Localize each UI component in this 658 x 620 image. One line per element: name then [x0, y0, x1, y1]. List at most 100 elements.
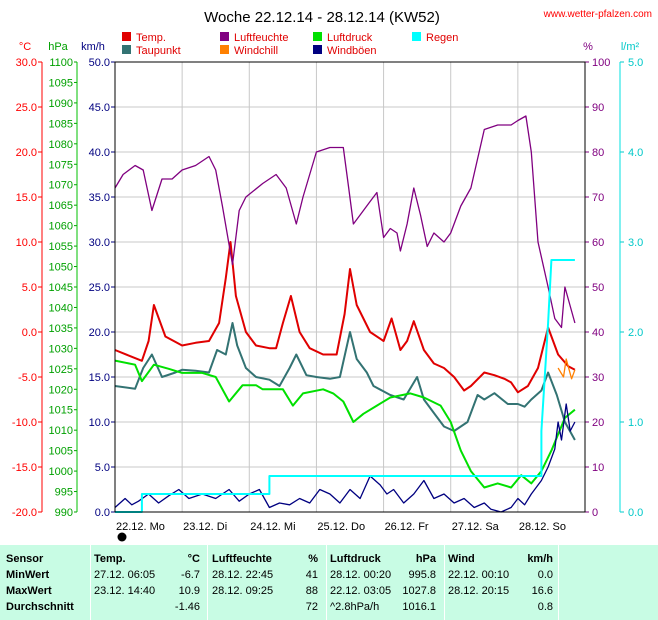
table-divider [90, 545, 91, 620]
axis-tick-label: 10.0 [16, 237, 37, 249]
x-tick-label: 24.12. Mi [250, 521, 295, 533]
table-row-label: Durchschnitt [6, 601, 74, 613]
table-header: km/h [527, 553, 553, 565]
table-header: Sensor [6, 553, 44, 565]
table-cell: 41 [305, 569, 318, 581]
table-cell: 28.12. 22:45 [212, 569, 274, 581]
site-link[interactable]: www.wetter-pfalzen.com [543, 9, 652, 20]
axis-tick-label: 1090 [49, 98, 73, 110]
legend-label: Temp. [136, 32, 166, 44]
axis-tick-label: 0.0 [22, 327, 37, 339]
series-line [115, 259, 575, 513]
table-cell: 1027.8 [402, 585, 436, 597]
table-header: Luftfeuchte [212, 553, 272, 565]
axis-tick-label: 5.0 [628, 57, 643, 69]
table-cell: 0.0 [537, 569, 553, 581]
chart-background [0, 0, 658, 545]
table-divider [558, 545, 559, 620]
axis-tick-label: 1000 [49, 466, 73, 478]
axis-tick-label: 30.0 [89, 237, 110, 249]
axis-tick-label: 1085 [49, 118, 73, 130]
axis-unit-label: hPa [48, 41, 68, 53]
axis-tick-label: 10 [592, 462, 604, 474]
legend-label: Taupunkt [136, 45, 181, 57]
legend-swatch [220, 45, 229, 54]
series-line [114, 322, 576, 441]
axes: °C hPa km/h% l/m² 30.0 25.0 20.0 15.0 10.0 5.0 0.0… [12, 41, 643, 542]
axis-tick-label: 1095 [49, 77, 73, 89]
axis-tick-label: 90 [592, 102, 604, 114]
axis-tick-label: 40.0 [89, 147, 110, 159]
axis-tick-label: 995 [55, 487, 73, 499]
series-line [114, 115, 576, 329]
axis-tick-label: 1100 [49, 57, 73, 69]
series-line [557, 358, 576, 380]
axis-tick-label: 30.0 [16, 57, 37, 69]
table-cell: 28.12. 20:15 [448, 585, 510, 597]
table-cell: 88 [305, 585, 318, 597]
plot-frame [114, 61, 586, 513]
axis-tick-label: 1080 [49, 139, 73, 151]
table-divider [444, 545, 445, 620]
table-header: Temp. [94, 553, 126, 565]
table-cell: -1.46 [174, 601, 200, 613]
table-cell: 72 [305, 601, 318, 613]
axis-tick-label: 1005 [49, 446, 73, 458]
axis-tick-label: 15.0 [89, 372, 110, 384]
axis-tick-label: 60 [592, 237, 604, 249]
x-tick-label: 26.12. Fr [385, 521, 429, 533]
axis-tick-label: 70 [592, 192, 604, 204]
axis-tick-label: 35.0 [89, 192, 110, 204]
x-tick-label: 23.12. Di [183, 521, 227, 533]
table-row-label: MinWert [6, 569, 50, 581]
table-cell: 0.8 [537, 601, 553, 613]
axis-tick-label: 1035 [49, 323, 73, 335]
axis-tick-label: 1045 [49, 282, 73, 294]
x-tick-label: 22.12. Mo [116, 521, 165, 533]
axis-tick-label: 2.0 [628, 327, 643, 339]
legend-label: Windchill [234, 45, 278, 57]
axis-tick-label: 20 [592, 417, 604, 429]
table-divider [326, 545, 327, 620]
table-cell: 28.12. 00:20 [330, 569, 392, 581]
table-cell: 22.12. 03:05 [330, 585, 392, 597]
table-cell: 10.9 [178, 585, 200, 597]
axis-tick-label: 15.0 [16, 192, 37, 204]
axis-tick-label: 5.0 [95, 462, 110, 474]
axis-tick-label: 25.0 [16, 102, 37, 114]
legend-label: Regen [426, 32, 458, 44]
axis-tick-label: -10.0 [12, 417, 37, 429]
stats-table: Sensor Temp. °C Luftfeuchte% Luftdruck hPa Win… [0, 545, 658, 620]
legend-label: Luftdruck [327, 32, 373, 44]
chart-title: Woche 22.12.14 - 28.12.14 (KW52) [204, 9, 440, 26]
axis-tick-label: 3.0 [628, 237, 643, 249]
axis-tick-label: 990 [55, 507, 73, 519]
table-cell: ^2.8hPa/h [330, 601, 380, 613]
axis-tick-label: -5.0 [18, 372, 37, 384]
axis-tick-label: 100 [592, 57, 610, 69]
axis-tick-label: 1010 [49, 425, 73, 437]
axis-tick-label: 1070 [49, 180, 73, 192]
axis-tick-label: 80 [592, 147, 604, 159]
axis-tick-label: 50.0 [89, 57, 110, 69]
axis-tick-label: 0.0 [95, 507, 110, 519]
legend-label: Windböen [327, 45, 377, 57]
axis-tick-label: 1060 [49, 221, 73, 233]
legend-swatch [412, 32, 421, 41]
axis-tick-label: 20.0 [16, 147, 37, 159]
axis-tick-label: 40 [592, 327, 604, 339]
axis-unit-label: °C [19, 41, 31, 53]
table-header: °C [187, 553, 200, 565]
plot-border [114, 61, 586, 513]
axis-tick-label: 1065 [49, 200, 73, 212]
axis-tick-label: -20.0 [12, 507, 37, 519]
axis-tick-label: -15.0 [12, 462, 37, 474]
axis-tick-label: 1020 [49, 384, 73, 396]
table-cell: 1016.1 [402, 601, 436, 613]
table-row-label: MaxWert [6, 585, 52, 597]
series-line [114, 241, 576, 394]
axis-tick-label: 1075 [49, 159, 73, 171]
table-cell: -6.7 [181, 569, 200, 581]
series-line [114, 359, 576, 489]
